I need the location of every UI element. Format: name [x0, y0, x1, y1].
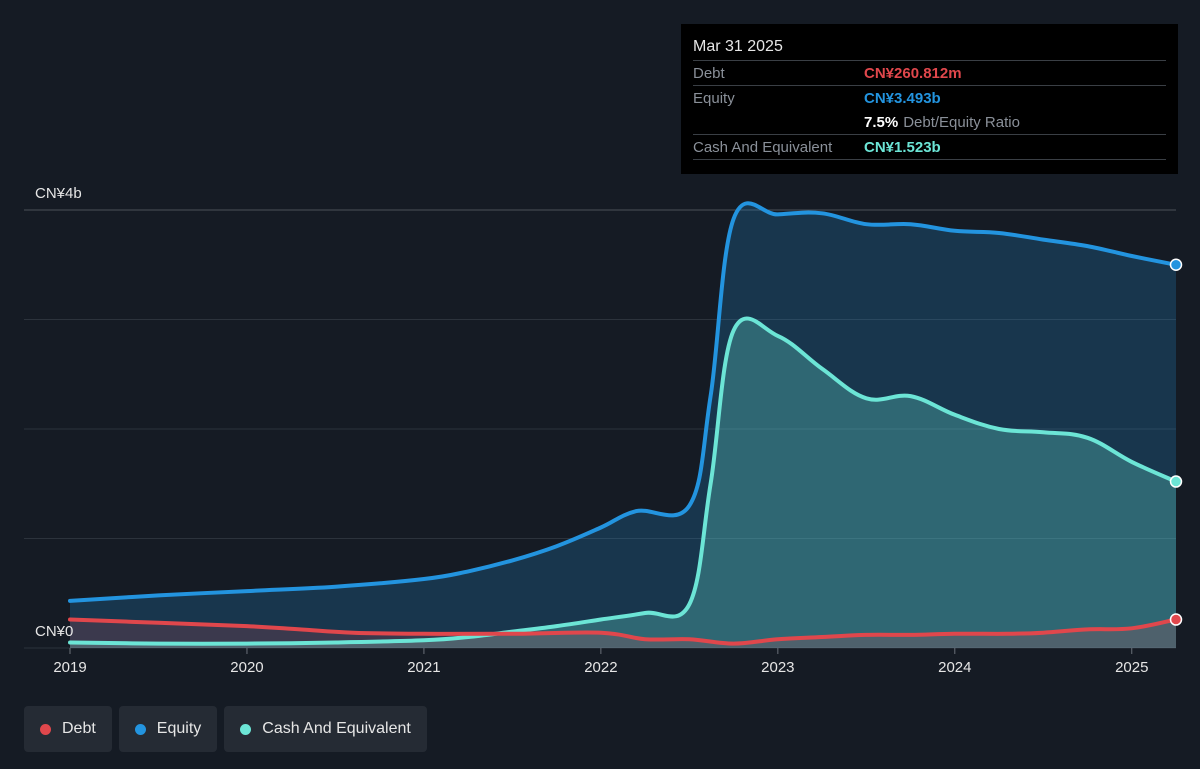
line-equity [68, 201, 1178, 603]
area-cash-and-equivalent [70, 318, 1176, 648]
tooltip-date: Mar 31 2025 [693, 38, 783, 55]
legend-dot-cash-icon [240, 723, 252, 735]
tooltip-equity-label: Equity [693, 89, 735, 107]
tooltip-equity-row: Equity CN¥3.493b [693, 85, 1166, 110]
y-axis: CN¥4b CN¥0 [35, 185, 82, 640]
endpoint-equity [1169, 258, 1183, 271]
endpoint-debt [1169, 613, 1183, 626]
legend-dot-equity-icon [134, 723, 146, 735]
x-tick-label: 2020 [230, 659, 263, 676]
legend-dot-debt-icon [40, 723, 51, 735]
x-tick-label: 2019 [53, 659, 86, 676]
tooltip-panel: Mar 31 2025 Debt CN¥260.812m Equity CN¥3… [681, 24, 1178, 174]
tooltip-ratio-value: 7.5% [864, 113, 899, 131]
legend-label-equity: Equity [156, 720, 202, 737]
legend-item-debt[interactable]: Debt [24, 706, 112, 752]
y-tick-label: CN¥4b [35, 185, 82, 202]
x-tick-label: 2024 [938, 659, 971, 676]
tooltip-cash-label: Cash And Equivalent [693, 138, 833, 156]
line-cash-and-equivalent [68, 316, 1178, 646]
endpoint-cash-and-equivalent [1169, 475, 1183, 488]
tooltip-cash-row: Cash And Equivalent CN¥1.523b [693, 134, 1166, 160]
tooltip-equity-value: CN¥3.493b [864, 89, 941, 107]
tooltip-cash-value: CN¥1.523b [864, 138, 941, 156]
legend-label-debt: Debt [62, 720, 96, 737]
legend-item-equity[interactable]: Equity [118, 706, 218, 752]
tooltip-debt-value: CN¥260.812m [864, 64, 962, 82]
series-lines [68, 201, 1178, 646]
series-areas [70, 203, 1176, 648]
debt-equity-chart: 2019 2020 2021 2022 2023 2024 2025 CN¥4b CN¥0 [24, 185, 1183, 676]
x-tick-label: 2021 [407, 659, 440, 676]
x-tick-label: 2022 [584, 659, 617, 676]
gridlines [24, 209, 1176, 649]
legend: Debt Equity Cash And Equivalent [24, 706, 427, 752]
area-equity [70, 203, 1176, 648]
x-axis: 2019 2020 2021 2022 2023 2024 2025 [53, 648, 1148, 676]
series-endpoints [1169, 258, 1183, 626]
line-debt [68, 617, 1178, 646]
tooltip-ratio-label: Debt/Equity Ratio [903, 113, 1020, 131]
tooltip-debt-label: Debt [693, 64, 725, 82]
x-tick-label: 2025 [1115, 659, 1148, 676]
legend-label-cash: Cash And Equivalent [262, 720, 411, 737]
tooltip-debt-row: Debt CN¥260.812m [693, 60, 1166, 85]
tooltip-ratio-row: 7.5% Debt/Equity Ratio [693, 110, 1166, 134]
x-tick-label: 2023 [761, 659, 794, 676]
legend-item-cash[interactable]: Cash And Equivalent [224, 706, 427, 752]
y-tick-label: CN¥0 [35, 623, 73, 640]
